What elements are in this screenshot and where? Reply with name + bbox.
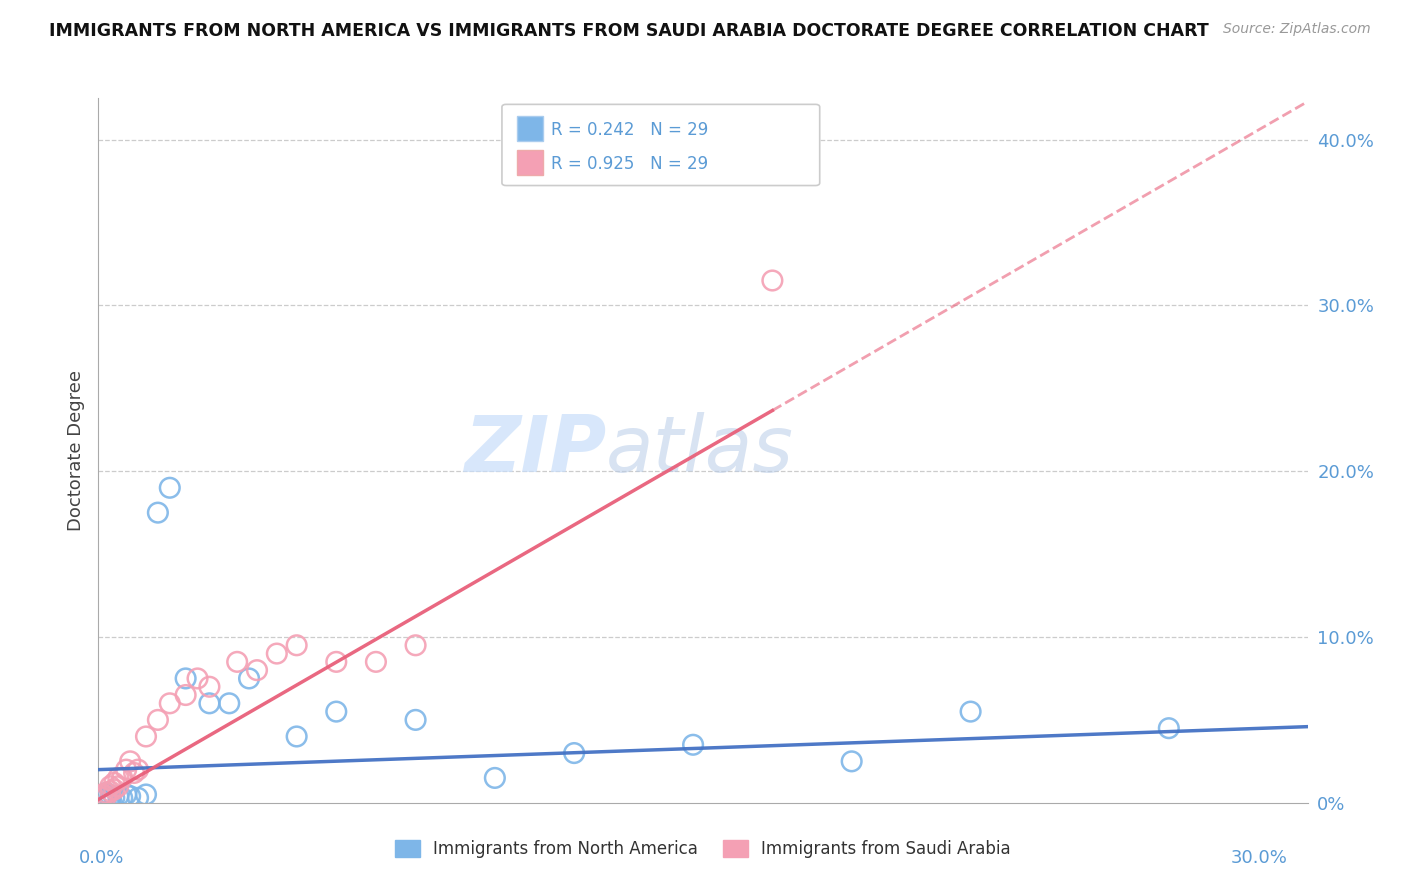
Point [96,788,118,802]
Point [405,713,427,727]
Text: R = 0.242   N = 29: R = 0.242 N = 29 [551,120,709,139]
Point [146,713,169,727]
Point [761,273,783,287]
Point [98,784,121,798]
Point [246,663,269,677]
Point [98,792,121,806]
Point [98,789,121,804]
Point [107,771,129,785]
Point [111,790,134,805]
Point [96,789,118,804]
Point [959,705,981,719]
Point [135,788,157,802]
Point [120,755,142,769]
Point [96,786,118,800]
Point [218,696,240,710]
Point [103,776,125,790]
Point [174,688,197,702]
Point [364,655,387,669]
Point [111,771,134,785]
Text: 0.0%: 0.0% [79,849,124,867]
Point [484,771,506,785]
Point [127,790,149,805]
Point [96,786,118,800]
Text: atlas: atlas [606,412,794,489]
Point [98,779,121,793]
Point [226,655,249,669]
Point [91,789,114,804]
Point [159,481,181,495]
Point [285,730,308,744]
Point [198,680,221,694]
Y-axis label: Doctorate Degree: Doctorate Degree [66,370,84,531]
Point [562,746,585,760]
Point [146,506,169,520]
Point [682,738,704,752]
Point [135,730,157,744]
Point [405,638,427,652]
Point [174,672,197,686]
Point [91,788,114,802]
Point [107,779,129,793]
Text: ZIP: ZIP [464,412,606,489]
Text: IMMIGRANTS FROM NORTH AMERICA VS IMMIGRANTS FROM SAUDI ARABIA DOCTORATE DEGREE C: IMMIGRANTS FROM NORTH AMERICA VS IMMIGRA… [49,22,1209,40]
Point [266,647,288,661]
Point [115,788,138,802]
Point [103,782,125,797]
Point [159,696,181,710]
Text: Source: ZipAtlas.com: Source: ZipAtlas.com [1223,22,1371,37]
Text: 30.0%: 30.0% [1230,849,1288,867]
Point [186,672,208,686]
Point [198,696,221,710]
Point [1157,721,1180,735]
Point [238,672,260,686]
Point [120,789,142,804]
Text: R = 0.925   N = 29: R = 0.925 N = 29 [551,155,709,173]
Legend: Immigrants from North America, Immigrants from Saudi Arabia: Immigrants from North America, Immigrant… [388,833,1018,865]
Point [91,792,114,806]
Point [103,790,125,805]
Point [841,755,863,769]
Point [127,763,149,777]
Point [96,790,118,805]
Point [122,766,145,780]
Point [285,638,308,652]
Point [107,789,129,804]
Point [115,763,138,777]
Point [91,790,114,805]
Point [325,655,347,669]
Point [325,705,347,719]
